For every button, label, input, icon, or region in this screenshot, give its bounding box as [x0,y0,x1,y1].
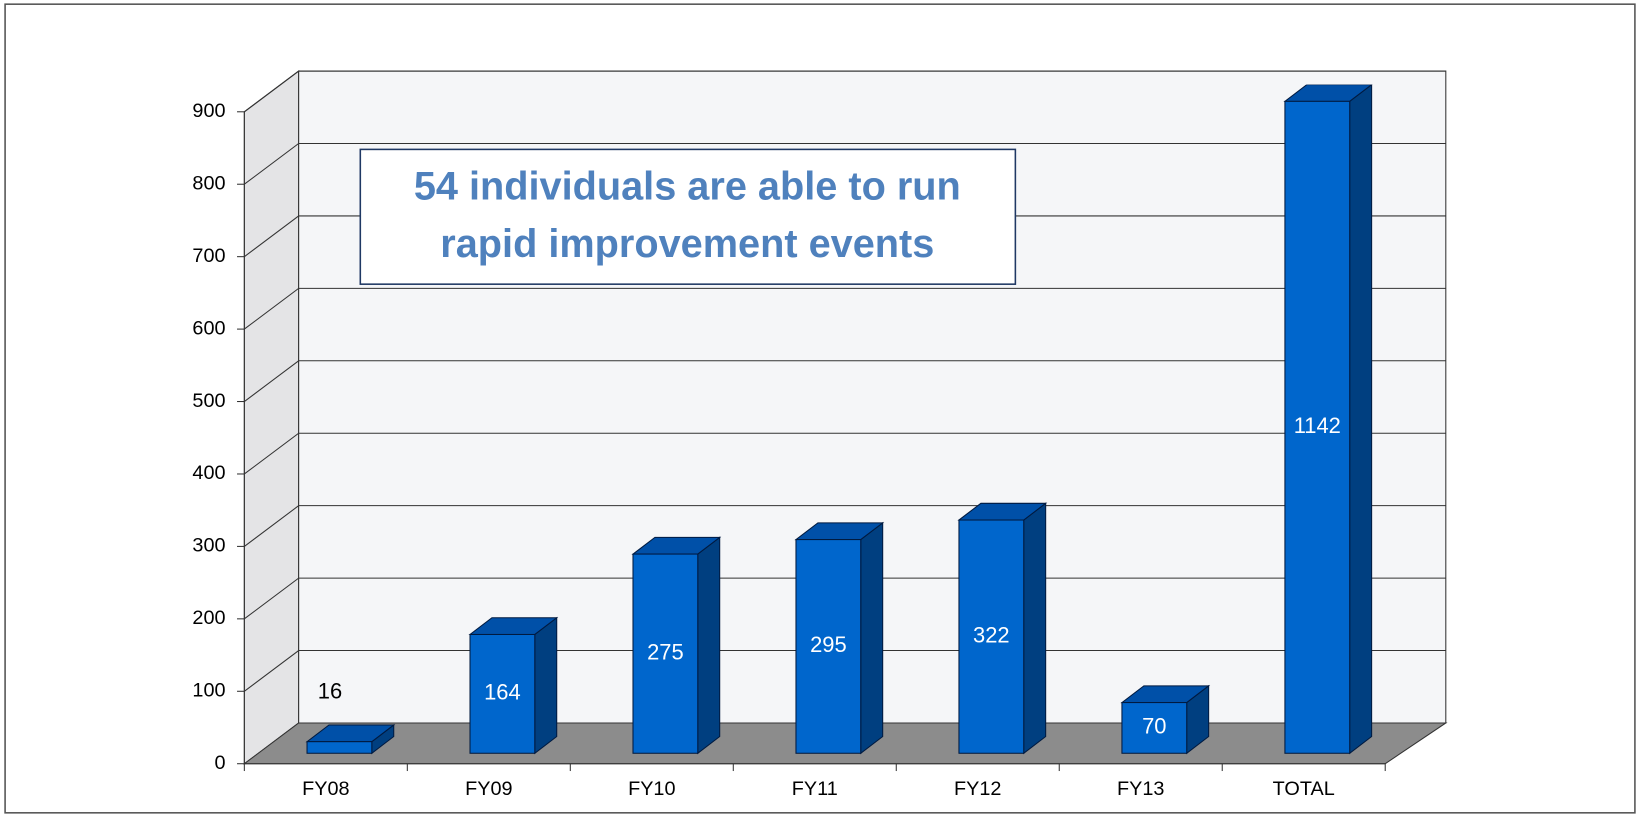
y-tick-label: 200 [192,607,225,629]
value-label: 295 [810,632,847,657]
value-label: 164 [484,680,521,705]
grid-line [244,650,1446,692]
bar-group [1120,684,1211,755]
x-tick-label: TOTAL [1273,778,1335,800]
value-label: 16 [318,678,342,703]
y-tick-label: 0 [214,752,225,774]
value-label: 322 [973,622,1010,647]
bar-side [697,536,721,755]
annotation-box [359,148,1017,285]
x-tick-label: FY09 [465,778,512,800]
bar-side [1023,502,1047,755]
bar [795,539,862,754]
grid-line [244,70,1446,113]
grid-line [244,287,1446,330]
bar-group [1283,84,1373,755]
x-tick-label: FY13 [1117,778,1164,800]
y-tick-label: 300 [192,535,225,557]
bar-group [305,723,396,755]
bar-group [794,521,885,755]
bar-group [631,536,722,755]
grid-line [244,142,1446,185]
bar-group [468,616,559,755]
bar-side [1349,84,1373,755]
bar-group [957,502,1048,755]
bar [958,519,1025,754]
bar [1284,100,1351,754]
y-tick-label: 800 [192,172,225,194]
x-tick-label: FY11 [792,778,838,800]
plot-area: 0 100 200 300 400 500 600 700 800 900 54 individua… [192,69,1448,800]
bar-side [860,521,884,755]
y-tick-label: 600 [192,317,225,339]
bar [1121,702,1188,754]
x-tick-label: FY12 [954,778,1001,800]
annotation-text: 54 individuals are able to run [414,165,961,209]
y-tick-label: 400 [192,462,225,484]
grid-line [244,505,1446,547]
side-wall [243,69,300,765]
y-tick-label: 100 [192,680,225,702]
x-tick-label: FY10 [628,778,675,800]
x-tick-label: FY08 [302,778,349,800]
grid-line [244,215,1446,258]
bar [306,741,373,754]
bar-side [534,616,558,755]
annotation-text: rapid improvement events [440,222,934,266]
value-label: 275 [647,639,684,664]
grid-line [244,577,1446,620]
bar [469,633,536,754]
grid-line [244,432,1446,475]
y-tick-label: 900 [192,100,225,122]
grid-line [244,360,1446,402]
y-tick-label: 700 [192,245,225,267]
value-label: 70 [1142,714,1166,739]
y-tick-label: 500 [192,390,225,412]
bar [632,553,699,754]
value-label: 1142 [1294,413,1341,438]
